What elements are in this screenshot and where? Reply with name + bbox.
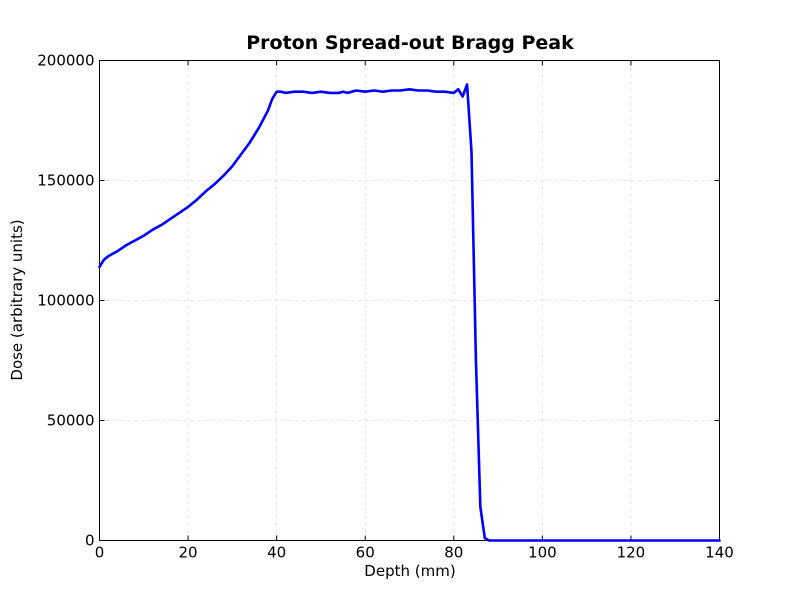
- x-tick-label: 40: [267, 544, 286, 562]
- x-tick-label: 120: [617, 544, 646, 562]
- y-axis-label: Dose (arbitrary units): [8, 219, 26, 380]
- axis-ticks: 0 20 40 60 80 100 120 140 0 50000 100000 150000 2000…: [37, 52, 734, 562]
- y-tick-label: 0: [85, 532, 95, 550]
- y-tick-label: 100000: [37, 292, 94, 310]
- chart-title: Proton Spread-out Bragg Peak: [246, 32, 574, 54]
- dose-series-line: [98, 83, 721, 542]
- x-axis-label: Depth (mm): [364, 562, 455, 580]
- y-tick-label: 200000: [37, 52, 94, 70]
- x-tick-label: 20: [179, 544, 198, 562]
- y-tick-label: 50000: [47, 412, 95, 430]
- x-tick-label: 80: [444, 544, 463, 562]
- x-tick-label: 0: [95, 544, 105, 562]
- y-tick-label: 150000: [37, 172, 94, 190]
- x-tick-label: 60: [356, 544, 375, 562]
- x-tick-label: 100: [528, 544, 557, 562]
- series-layer: [98, 83, 721, 542]
- x-tick-label: 140: [705, 544, 734, 562]
- grid: [99, 60, 720, 541]
